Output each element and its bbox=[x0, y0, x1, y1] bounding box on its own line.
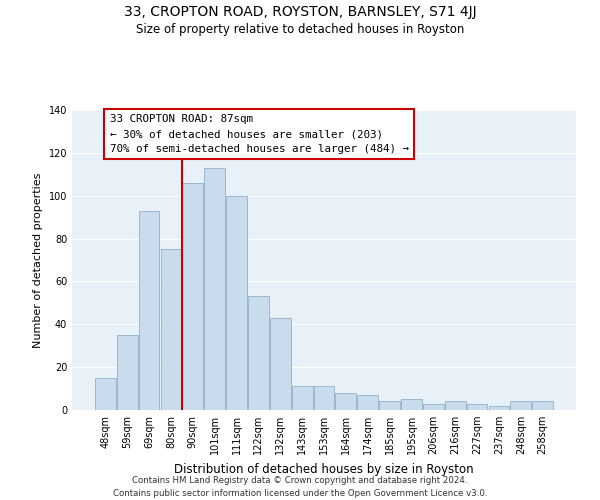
Bar bbox=[139, 210, 160, 410]
Bar bbox=[270, 318, 290, 410]
Bar bbox=[532, 402, 553, 410]
Bar bbox=[488, 406, 509, 410]
Bar bbox=[204, 168, 225, 410]
X-axis label: Distribution of detached houses by size in Royston: Distribution of detached houses by size … bbox=[174, 462, 474, 475]
Bar bbox=[401, 400, 422, 410]
Bar bbox=[314, 386, 334, 410]
Bar bbox=[226, 196, 247, 410]
Bar bbox=[467, 404, 487, 410]
Bar bbox=[182, 183, 203, 410]
Text: 33, CROPTON ROAD, ROYSTON, BARNSLEY, S71 4JJ: 33, CROPTON ROAD, ROYSTON, BARNSLEY, S71… bbox=[124, 5, 476, 19]
Bar bbox=[248, 296, 269, 410]
Bar bbox=[358, 395, 378, 410]
Bar bbox=[161, 250, 181, 410]
Text: Size of property relative to detached houses in Royston: Size of property relative to detached ho… bbox=[136, 22, 464, 36]
Bar bbox=[292, 386, 313, 410]
Text: Contains HM Land Registry data © Crown copyright and database right 2024.
Contai: Contains HM Land Registry data © Crown c… bbox=[113, 476, 487, 498]
Bar bbox=[117, 335, 137, 410]
Bar bbox=[423, 404, 444, 410]
Bar bbox=[511, 402, 531, 410]
Text: 33 CROPTON ROAD: 87sqm
← 30% of detached houses are smaller (203)
70% of semi-de: 33 CROPTON ROAD: 87sqm ← 30% of detached… bbox=[110, 114, 409, 154]
Bar bbox=[335, 393, 356, 410]
Bar bbox=[379, 402, 400, 410]
Bar bbox=[445, 402, 466, 410]
Y-axis label: Number of detached properties: Number of detached properties bbox=[33, 172, 43, 348]
Bar bbox=[95, 378, 116, 410]
